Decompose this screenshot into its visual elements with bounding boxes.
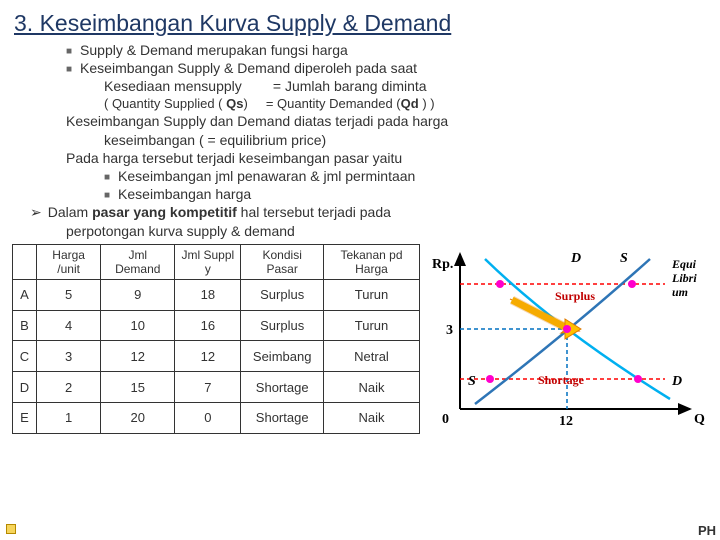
table-cell: C xyxy=(13,341,37,372)
table-header: Tekanan pd Harga xyxy=(323,244,419,279)
slide-marker xyxy=(6,524,16,534)
table-cell: Naik xyxy=(323,402,419,433)
table-row: A5918SurplusTurun xyxy=(13,279,420,310)
table-cell: 7 xyxy=(175,372,241,403)
table-row: B41016SurplusTurun xyxy=(13,310,420,341)
svg-text:S: S xyxy=(468,374,476,389)
table-cell: Surplus xyxy=(241,310,324,341)
table-cell: 12 xyxy=(101,341,175,372)
content-body: ■Supply & Demand merupakan fungsi harga … xyxy=(0,41,720,240)
bullet-2: Keseimbangan Supply & Demand diperoleh p… xyxy=(80,59,417,77)
svg-text:0: 0 xyxy=(442,412,449,427)
qs-mid: ) = Quantity xyxy=(243,96,329,111)
slide-title: 3. Keseimbangan Kurva Supply & Demand xyxy=(0,0,720,41)
table-cell: D xyxy=(13,372,37,403)
qs-pre: ( Quantity Supplied ( xyxy=(104,96,226,111)
svg-text:Surplus: Surplus xyxy=(555,289,595,303)
table-cell: E xyxy=(13,402,37,433)
svg-text:S: S xyxy=(620,251,628,266)
para-3: Dalam pasar yang kompetitif hal tersebut… xyxy=(48,203,391,221)
para-2b: Keseimbangan harga xyxy=(118,185,251,203)
svg-text:12: 12 xyxy=(559,414,573,429)
table-cell: 1 xyxy=(37,402,101,433)
table-header xyxy=(13,244,37,279)
table-header: Jml Suppl y xyxy=(175,244,241,279)
table-cell: 12 xyxy=(175,341,241,372)
table-row: D2157ShortageNaik xyxy=(13,372,420,403)
table-cell: 9 xyxy=(101,279,175,310)
table-cell: A xyxy=(13,279,37,310)
qs: Qs xyxy=(226,96,243,111)
table-cell: Turun xyxy=(323,279,419,310)
table-cell: Naik xyxy=(323,372,419,403)
table-header: Harga /unit xyxy=(37,244,101,279)
para-3d: perpotongan kurva supply & demand xyxy=(66,222,708,240)
table-cell: 4 xyxy=(37,310,101,341)
data-table: Harga /unitJml DemandJml Suppl yKondisi … xyxy=(12,244,420,434)
table-cell: 18 xyxy=(175,279,241,310)
table-cell: Surplus xyxy=(241,279,324,310)
table-cell: Shortage xyxy=(241,402,324,433)
table-header: Kondisi Pasar xyxy=(241,244,324,279)
svg-text:Libri: Libri xyxy=(671,271,697,285)
table-cell: 2 xyxy=(37,372,101,403)
ph-label: PH xyxy=(698,523,716,538)
para-2: Pada harga tersebut terjadi keseimbangan… xyxy=(66,149,708,167)
table-cell: 20 xyxy=(101,402,175,433)
table-cell: 3 xyxy=(37,341,101,372)
table-header: Jml Demand xyxy=(101,244,175,279)
table-cell: 10 xyxy=(101,310,175,341)
bullet-1: Supply & Demand merupakan fungsi harga xyxy=(80,41,348,59)
table-cell: 15 xyxy=(101,372,175,403)
para-2a: Keseimbangan jml penawaran & jml permint… xyxy=(118,167,415,185)
dem: Demanded ( xyxy=(329,96,401,111)
table-cell: 16 xyxy=(175,310,241,341)
svg-text:D: D xyxy=(671,374,682,389)
bullet-2a: Kesediaan mensupply = Jumlah barang dimi… xyxy=(104,77,708,95)
para-1a: Keseimbangan Supply dan Demand diatas te… xyxy=(66,112,708,130)
p3c: hal tersebut terjadi pada xyxy=(237,204,391,220)
svg-text:Equi: Equi xyxy=(671,257,697,271)
svg-text:Rp.: Rp. xyxy=(432,257,453,272)
svg-text:D: D xyxy=(570,251,581,266)
table-cell: Seimbang xyxy=(241,341,324,372)
p3a: Dalam xyxy=(48,204,92,220)
p3b: pasar yang kompetitif xyxy=(92,204,237,220)
svg-text:3: 3 xyxy=(446,323,453,338)
qd-end: ) ) xyxy=(419,96,435,111)
table-cell: 5 xyxy=(37,279,101,310)
table-cell: B xyxy=(13,310,37,341)
svg-text:Q: Q xyxy=(694,412,705,427)
supply-demand-chart: Rp. D S Surplus Shortage S D 3 0 12 Q EquiLibrium xyxy=(420,244,720,434)
table-cell: Turun xyxy=(323,310,419,341)
table-cell: Netral xyxy=(323,341,419,372)
table-row: E1200ShortageNaik xyxy=(13,402,420,433)
table-row: C31212SeimbangNetral xyxy=(13,341,420,372)
svg-text:um: um xyxy=(672,285,688,299)
svg-text:Shortage: Shortage xyxy=(538,373,585,387)
qd: Qd xyxy=(401,96,419,111)
table-cell: 0 xyxy=(175,402,241,433)
para-1b: keseimbangan ( = equilibrium price) xyxy=(104,131,708,149)
table-cell: Shortage xyxy=(241,372,324,403)
